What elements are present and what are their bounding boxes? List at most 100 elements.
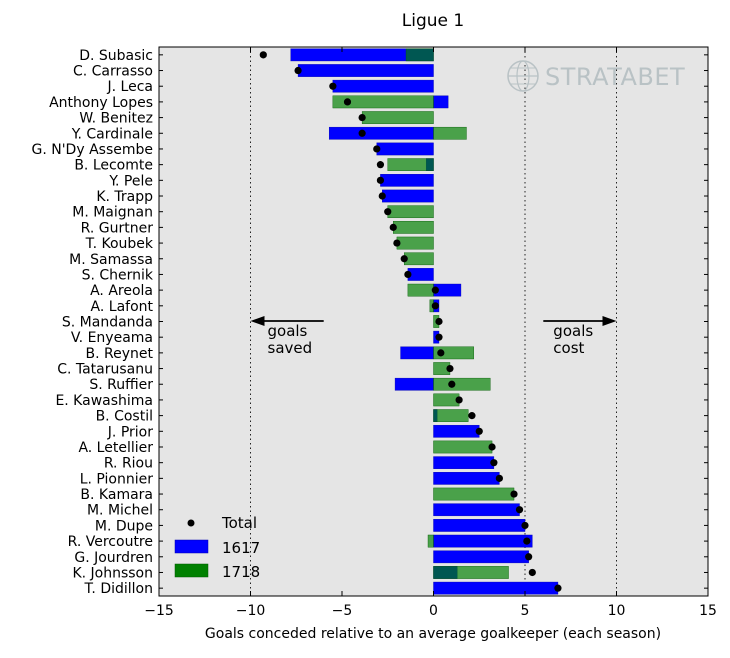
total-marker bbox=[358, 129, 366, 137]
total-marker bbox=[435, 317, 443, 326]
bar-1718 bbox=[393, 221, 434, 234]
total-marker bbox=[510, 490, 518, 498]
bar-1617 bbox=[433, 534, 533, 548]
cost-label-line1: goals bbox=[553, 322, 593, 340]
saved-label-line2: saved bbox=[268, 339, 313, 357]
total-marker bbox=[384, 208, 392, 216]
bar-1617 bbox=[376, 142, 434, 156]
total-marker bbox=[437, 349, 445, 357]
bar-1617 bbox=[433, 424, 480, 438]
legend-1718-label: 1718 bbox=[222, 563, 260, 581]
x-tick-label: 10 bbox=[608, 603, 626, 619]
bar-1617 bbox=[332, 79, 434, 93]
player-label: G. Jourdren bbox=[74, 550, 153, 566]
legend-1617-label: 1617 bbox=[222, 539, 260, 557]
bar-1718 bbox=[405, 48, 434, 62]
bar-1718 bbox=[433, 409, 469, 422]
player-label: C. Tatarusanu bbox=[57, 362, 153, 378]
player-label: W. Benitez bbox=[79, 111, 153, 127]
legend-total-label: Total bbox=[221, 514, 257, 532]
bar-1617 bbox=[433, 456, 495, 469]
chart-title: Ligue 1 bbox=[402, 11, 464, 31]
legend-total-marker bbox=[187, 519, 195, 527]
legend-1718-swatch bbox=[174, 563, 209, 578]
total-marker bbox=[431, 302, 439, 310]
bar-1718 bbox=[387, 158, 434, 171]
bar-1617 bbox=[382, 189, 434, 203]
total-marker bbox=[343, 98, 352, 106]
x-tick-label: 5 bbox=[521, 603, 530, 619]
bar-1617 bbox=[407, 268, 434, 281]
player-label: J. Prior bbox=[107, 424, 153, 440]
saved-label-line1: goals bbox=[268, 322, 308, 340]
x-tick-label: 0 bbox=[429, 603, 438, 619]
player-label: M. Dupe bbox=[95, 518, 153, 534]
legend: Total 1617 1718 bbox=[174, 514, 260, 581]
player-label: M. Michel bbox=[87, 503, 153, 519]
bar-1718 bbox=[396, 236, 434, 250]
bar-1617 bbox=[433, 581, 559, 595]
player-label: Y. Pele bbox=[108, 173, 153, 189]
player-label: E. Kawashima bbox=[55, 393, 153, 409]
total-marker bbox=[525, 553, 533, 561]
total-markers bbox=[259, 51, 562, 592]
player-label: G. N'Dy Assembe bbox=[31, 142, 153, 158]
bar-1617 bbox=[433, 550, 529, 564]
player-label: T. Koubek bbox=[85, 236, 154, 252]
gridlines bbox=[250, 47, 617, 596]
bar-1718 bbox=[387, 205, 434, 219]
total-marker bbox=[515, 506, 524, 514]
bar-1617 bbox=[394, 377, 434, 391]
bar-1718 bbox=[361, 111, 434, 124]
player-label: R. Riou bbox=[104, 456, 153, 472]
stratabet-watermark: STRATABET bbox=[507, 60, 685, 92]
player-label: S. Ruffier bbox=[89, 377, 153, 393]
total-marker bbox=[400, 255, 408, 263]
total-marker bbox=[523, 537, 531, 545]
bar-1718 bbox=[433, 487, 515, 501]
bar-1617 bbox=[400, 346, 434, 360]
player-label: R. Vercoutre bbox=[68, 534, 153, 550]
total-marker bbox=[259, 51, 267, 59]
cost-label-line2: cost bbox=[553, 339, 584, 357]
player-label: K. Trapp bbox=[96, 189, 153, 205]
x-axis-ticks: −15 −10 −5 0 5 10 15 bbox=[144, 47, 717, 619]
saved-arrow-head bbox=[250, 316, 265, 326]
player-label: B. Costil bbox=[96, 409, 153, 425]
x-tick-label: −5 bbox=[332, 603, 353, 619]
cost-arrow-head bbox=[602, 316, 617, 326]
player-label: B. Kamara bbox=[80, 487, 153, 503]
bar-1718 bbox=[433, 393, 460, 407]
bar-1718 bbox=[427, 534, 434, 548]
player-label: T. Didillon bbox=[84, 581, 153, 597]
total-marker bbox=[521, 521, 529, 530]
total-marker bbox=[528, 568, 536, 577]
player-label: A. Letellier bbox=[78, 440, 153, 456]
total-marker bbox=[294, 66, 302, 75]
total-marker bbox=[404, 270, 412, 279]
player-label: L. Pionnier bbox=[80, 471, 154, 487]
watermark-text: STRATABET bbox=[545, 63, 685, 91]
bar-1617 bbox=[380, 174, 434, 187]
player-label: A. Lafont bbox=[91, 299, 154, 315]
total-marker bbox=[488, 443, 496, 451]
total-marker bbox=[435, 333, 443, 341]
bars bbox=[290, 48, 559, 595]
total-marker bbox=[446, 364, 454, 373]
player-label: C. Carrasso bbox=[73, 64, 153, 80]
total-marker bbox=[378, 192, 386, 200]
y-axis-ticks bbox=[159, 54, 708, 589]
total-marker bbox=[358, 113, 366, 122]
player-label: K. Johnsson bbox=[72, 565, 153, 581]
player-label: B. Reynet bbox=[86, 346, 154, 362]
total-marker bbox=[448, 380, 456, 388]
player-label: Y. Cardinale bbox=[71, 126, 153, 142]
player-label: M. Samassa bbox=[69, 252, 153, 268]
bar-1718 bbox=[433, 440, 493, 454]
bar-1718 bbox=[433, 126, 467, 140]
player-label: V. Enyeama bbox=[71, 330, 153, 346]
annotations: goals saved goals cost bbox=[250, 316, 617, 357]
